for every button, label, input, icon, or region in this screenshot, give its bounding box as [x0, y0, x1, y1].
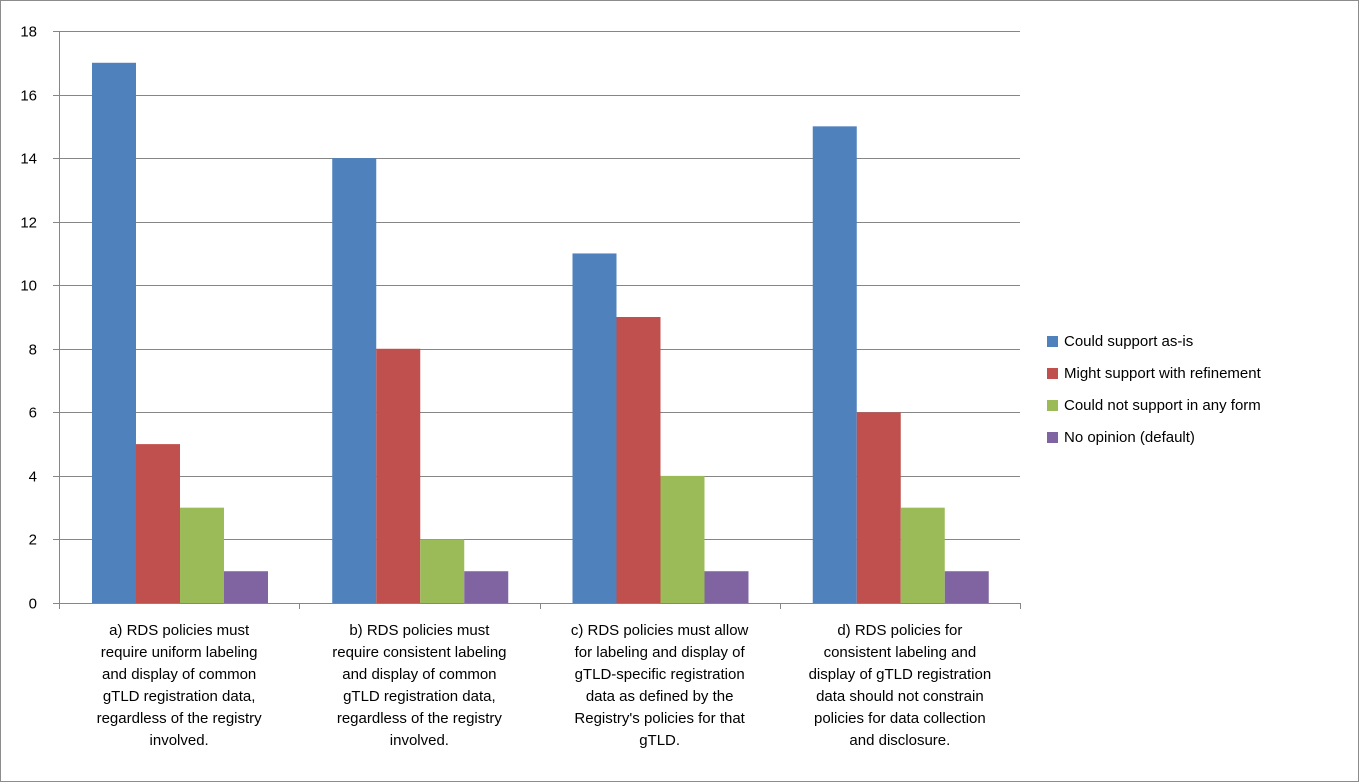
bar-2-2	[376, 348, 421, 603]
category-label-line: involved.	[389, 732, 449, 749]
category-label-line: Registry's policies for that	[574, 710, 745, 727]
legend-swatch	[1047, 399, 1058, 411]
bar-3-2	[420, 539, 465, 603]
category-label-line: gTLD registration data,	[343, 688, 496, 705]
bar-2-3	[616, 317, 661, 603]
legend-item-3: Could not support in any form	[1047, 389, 1261, 421]
category-label-line: and disclosure.	[849, 732, 951, 749]
y-tick-labels: 0 2 4 6 8 10 12 14 16 18	[20, 24, 37, 613]
category-label-line: require uniform labeling	[100, 644, 258, 661]
legend-label: Might support with refinement	[1064, 364, 1261, 382]
bar-3-3	[660, 475, 705, 603]
category-label-line: involved.	[149, 732, 209, 749]
category-label-1: a) RDS policies must require uniform labe…	[61, 620, 297, 752]
bar-1-2	[332, 158, 377, 603]
axes	[59, 31, 1021, 609]
bars	[92, 62, 989, 604]
category-label-line: and display of common	[102, 666, 257, 683]
y-tick-label: 16	[20, 88, 37, 105]
legend-swatch	[1047, 335, 1058, 347]
bar-2-4	[856, 412, 901, 603]
category-label-line: b) RDS policies must	[349, 622, 490, 639]
category-label-line: consistent labeling and	[823, 644, 977, 661]
legend-label: Could support as-is	[1064, 332, 1194, 350]
legend-item-4: No opinion (default)	[1047, 421, 1261, 453]
y-tick-label: 4	[29, 469, 37, 486]
legend-label: No opinion (default)	[1064, 428, 1195, 446]
category-label-line: c) RDS policies must allow	[570, 622, 749, 639]
bar-1-3	[572, 253, 617, 603]
category-label-4: d) RDS policies for consistent labeling a…	[782, 620, 1018, 752]
category-label-line: d) RDS policies for	[837, 622, 963, 639]
category-label-line: and display of common	[342, 666, 497, 683]
legend: Could support as-is Might support with re…	[1047, 325, 1261, 453]
category-label-line: data as defined by the	[585, 688, 734, 705]
category-label-line: regardless of the registry	[96, 710, 262, 727]
bar-4-4	[944, 571, 989, 603]
legend-swatch	[1047, 367, 1058, 379]
legend-swatch	[1047, 431, 1058, 443]
y-tick-label: 12	[20, 215, 37, 232]
legend-label: Could not support in any form	[1064, 396, 1261, 414]
category-label-line: data should not constrain	[816, 688, 984, 705]
category-label-line: require consistent labeling	[332, 644, 507, 661]
y-tick-label: 6	[29, 405, 37, 422]
y-tick-label: 18	[20, 24, 37, 41]
bar-4-3	[704, 571, 749, 603]
category-label-line: regardless of the registry	[336, 710, 502, 727]
y-tick-label: 0	[29, 596, 37, 613]
category-label-line: gTLD-specific registration	[574, 666, 745, 683]
category-label-line: a) RDS policies must	[109, 622, 250, 639]
category-label-line: gTLD.	[639, 732, 681, 749]
y-tick-label: 2	[29, 532, 37, 549]
category-label-line: display of gTLD registration	[808, 666, 992, 683]
bar-3-4	[900, 507, 945, 603]
category-label-line: policies for data collection	[813, 710, 986, 727]
category-label-2: b) RDS policies must require consistent l…	[301, 620, 537, 752]
bar-2-1	[136, 444, 180, 603]
bar-4-1	[224, 571, 268, 603]
legend-item-2: Might support with refinement	[1047, 357, 1261, 389]
y-tick-label: 10	[20, 278, 37, 295]
bar-1-1	[92, 62, 136, 604]
category-label-line: gTLD registration data,	[102, 688, 256, 705]
bar-3-1	[180, 507, 224, 603]
bar-1-4	[812, 126, 857, 603]
y-tick-label: 14	[20, 151, 37, 168]
category-label-3: c) RDS policies must allow for labeling a…	[542, 620, 778, 752]
y-tick-label: 8	[29, 342, 37, 359]
bar-4-2	[464, 571, 509, 603]
legend-item-1: Could support as-is	[1047, 325, 1261, 357]
category-label-line: for labeling and display of	[574, 644, 745, 661]
